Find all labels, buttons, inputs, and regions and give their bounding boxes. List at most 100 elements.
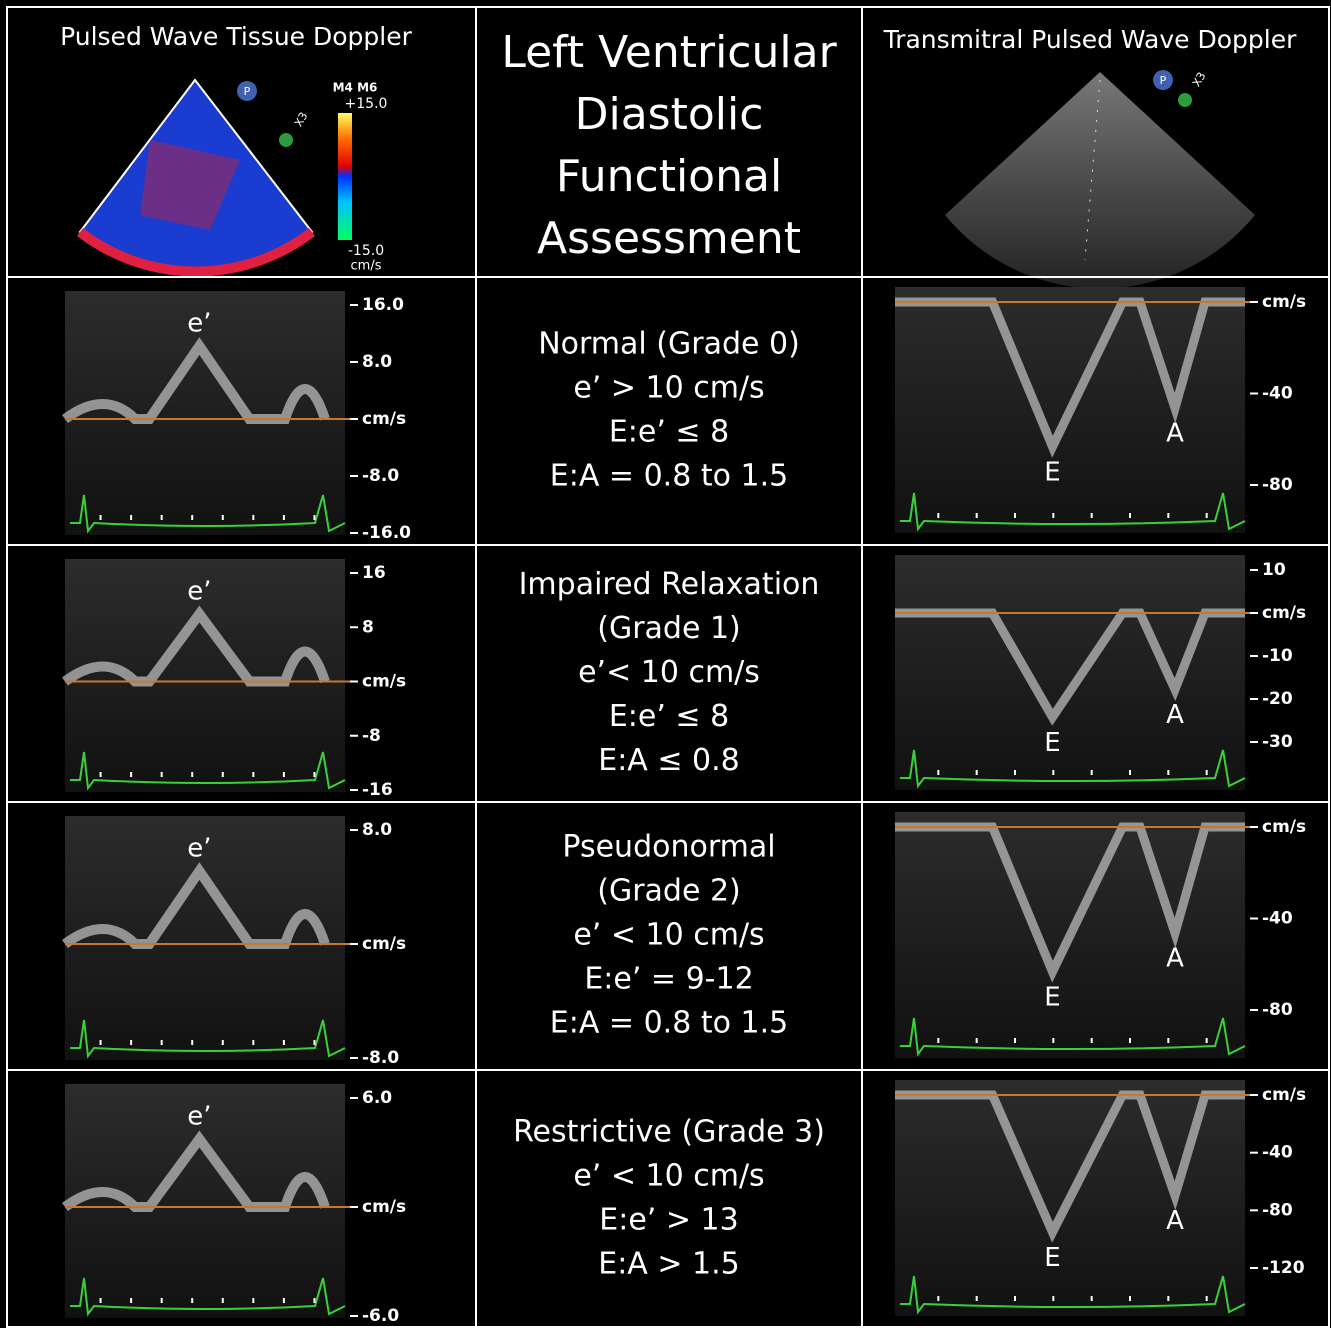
color-mode: M4 M6 bbox=[333, 81, 378, 95]
ecg-trace bbox=[900, 492, 1246, 532]
tick-label: cm/s bbox=[362, 409, 406, 429]
ecg-trace bbox=[70, 1277, 346, 1317]
tick-label: -80 bbox=[1262, 475, 1293, 495]
echo-sector bbox=[945, 72, 1255, 289]
title-line: Left Ventricular bbox=[501, 27, 837, 78]
tick-label: -8 bbox=[362, 726, 381, 746]
row: 16.0 8.0 cm/s -8.0 -16.0 e’ Normal (Grade 0) e’… bbox=[62, 287, 1306, 543]
tick-label: -8.0 bbox=[362, 1048, 399, 1068]
rows: 16.0 8.0 cm/s -8.0 -16.0 e’ Normal (Grade 0) e’… bbox=[62, 287, 1306, 1326]
tick-label: 8 bbox=[362, 617, 374, 637]
tissue-panel bbox=[65, 291, 345, 535]
peak-label: e’ bbox=[187, 1102, 211, 1132]
tissue-waveform bbox=[62, 862, 330, 949]
grid bbox=[6, 6, 1330, 1328]
tissue-panel bbox=[65, 816, 345, 1060]
color-max: +15.0 bbox=[345, 96, 388, 112]
criteria-line: Restrictive (Grade 3) bbox=[513, 1115, 825, 1150]
title-line: Functional bbox=[556, 151, 782, 202]
peak-label: e’ bbox=[187, 834, 211, 864]
ecg-trace bbox=[900, 1275, 1246, 1315]
criteria-line: Pseudonormal bbox=[562, 830, 775, 865]
tissue-panel bbox=[65, 559, 345, 792]
left-title: Pulsed Wave Tissue Doppler bbox=[60, 22, 412, 51]
criteria-line: e’ < 10 cm/s bbox=[573, 918, 764, 953]
tick-label: -80 bbox=[1262, 1200, 1293, 1220]
color-bar bbox=[338, 113, 352, 240]
border bbox=[6, 6, 1330, 1328]
probe-label: P bbox=[1160, 74, 1167, 87]
ecg-trace bbox=[70, 494, 346, 534]
criteria-line: Normal (Grade 0) bbox=[538, 327, 800, 362]
peak-label: e’ bbox=[187, 309, 211, 339]
color-flow bbox=[140, 140, 240, 230]
criteria-line: E:A ≤ 0.8 bbox=[598, 743, 740, 778]
a-wave-label: A bbox=[1166, 1206, 1184, 1236]
zoom-label: X3 bbox=[1190, 70, 1209, 89]
zoom-label: X3 bbox=[292, 110, 311, 129]
criteria-line: E:e’ ≤ 8 bbox=[609, 699, 729, 734]
tick-label: 6.0 bbox=[362, 1088, 392, 1108]
tick-label: cm/s bbox=[1262, 292, 1306, 312]
tick-label: cm/s bbox=[362, 934, 406, 954]
title-line: Diastolic bbox=[575, 89, 764, 140]
tick-label: 8.0 bbox=[362, 352, 392, 372]
row: 8.0 cm/s -8.0 e’ Pseudonormal (Grade 2) e’ < 1… bbox=[62, 812, 1306, 1068]
criteria-line: E:e’ > 13 bbox=[599, 1203, 738, 1238]
sector-rim bbox=[76, 228, 316, 277]
probe-icon bbox=[1153, 70, 1173, 90]
tissue-waveform bbox=[62, 605, 330, 687]
criteria-line: e’ > 10 cm/s bbox=[573, 371, 764, 406]
tick-label: -40 bbox=[1262, 384, 1293, 404]
criteria-line: E:e’ = 9-12 bbox=[584, 962, 753, 997]
color-unit: cm/s bbox=[351, 259, 382, 274]
tick-label: cm/s bbox=[362, 672, 406, 692]
criteria-line: e’< 10 cm/s bbox=[578, 655, 760, 690]
e-wave-label: E bbox=[1044, 982, 1060, 1012]
tick-label: cm/s bbox=[362, 1197, 406, 1217]
tick-label: -30 bbox=[1262, 732, 1293, 752]
tick-label: -6.0 bbox=[362, 1306, 399, 1326]
tick-label: -10 bbox=[1262, 646, 1293, 666]
ecg-trace bbox=[70, 751, 346, 791]
criteria-line: (Grade 2) bbox=[597, 874, 741, 909]
tick-label: -40 bbox=[1262, 1143, 1293, 1163]
tick-label: -16.0 bbox=[362, 523, 411, 543]
criteria-line: E:e’ ≤ 8 bbox=[609, 415, 729, 450]
tick-label: -40 bbox=[1262, 909, 1293, 929]
criteria-line: E:A = 0.8 to 1.5 bbox=[550, 459, 788, 494]
row: 16 8 cm/s -8 -16 e’ Impaired Relaxation (Grade … bbox=[62, 555, 1306, 800]
a-wave-label: A bbox=[1166, 700, 1184, 730]
criteria-line: e’ < 10 cm/s bbox=[573, 1159, 764, 1194]
tissue-waveform bbox=[62, 1130, 330, 1212]
tick-label: cm/s bbox=[1262, 817, 1306, 837]
probe-icon bbox=[237, 81, 257, 101]
e-wave-label: E bbox=[1044, 728, 1060, 758]
tick-label: cm/s bbox=[1262, 1085, 1306, 1105]
tick-label: cm/s bbox=[1262, 603, 1306, 623]
tick-label: -120 bbox=[1262, 1258, 1305, 1278]
tick-label: 8.0 bbox=[362, 820, 392, 840]
right-title: Transmitral Pulsed Wave Doppler bbox=[883, 25, 1297, 54]
color-min: -15.0 bbox=[348, 243, 384, 259]
tick-label: -8.0 bbox=[362, 466, 399, 486]
criteria-line: (Grade 1) bbox=[597, 611, 741, 646]
peak-label: e’ bbox=[187, 577, 211, 607]
criteria-line: E:A > 1.5 bbox=[598, 1247, 740, 1282]
zoom-marker bbox=[1178, 93, 1192, 107]
tissue-waveform bbox=[62, 337, 330, 424]
criteria-line: E:A = 0.8 to 1.5 bbox=[550, 1006, 788, 1041]
tissue-panel bbox=[65, 1084, 345, 1318]
e-wave-label: E bbox=[1044, 1243, 1060, 1273]
tick-label: 16 bbox=[362, 563, 386, 583]
ecg-trace bbox=[900, 1017, 1246, 1057]
title-line: Assessment bbox=[537, 213, 801, 264]
zoom-marker bbox=[279, 133, 293, 147]
cursor-line bbox=[1084, 79, 1101, 261]
tick-label: 16.0 bbox=[362, 295, 404, 315]
a-wave-label: A bbox=[1166, 944, 1184, 974]
probe-label: P bbox=[244, 85, 251, 98]
row: 6.0 cm/s -6.0 e’ Restrictive (Grade 3) e’ < 1… bbox=[62, 1080, 1306, 1326]
ecg-trace bbox=[900, 749, 1246, 789]
